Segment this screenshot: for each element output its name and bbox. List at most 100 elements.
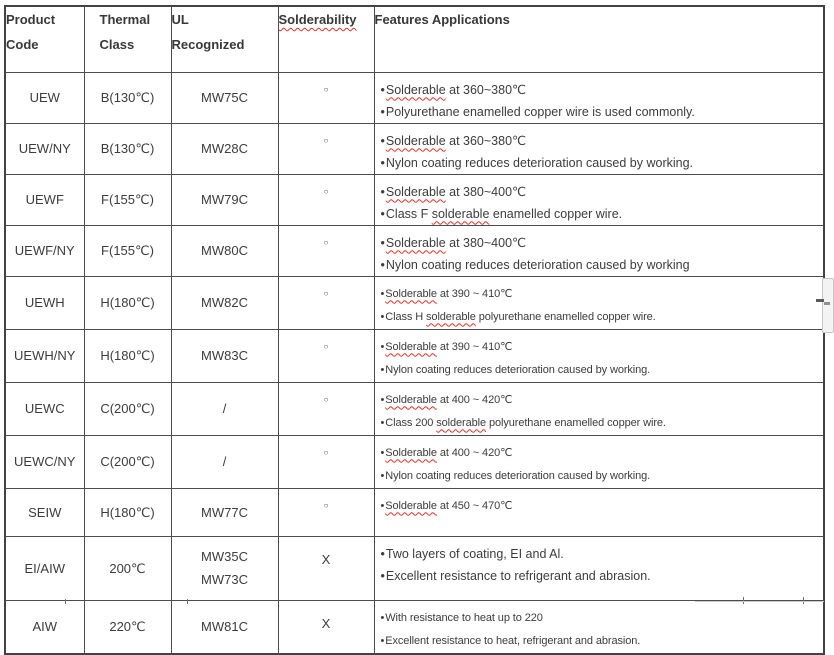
solderable-icon: ○ [323, 186, 329, 196]
cell-features: •Solderable at 360~380℃ •Polyurethane ena… [373, 71, 825, 124]
feature-line: •Excellent resistance to refrigerant and… [380, 568, 651, 583]
cell-thermal-class: C(200℃) [83, 434, 172, 489]
bullet-icon: • [380, 257, 385, 272]
bullet-icon: • [380, 310, 385, 323]
cell-solderability: X [277, 535, 375, 601]
column-header-4: Features Applications [373, 5, 825, 73]
bullet-icon: • [380, 499, 385, 512]
feature-line: •Solderable at 390 ~ 410℃ [380, 340, 513, 353]
bullet-icon: • [380, 546, 385, 561]
cell-solderability: ○ [277, 487, 375, 537]
cell-solderability: ○ [277, 434, 375, 489]
cell-features: •Solderable at 400 ~ 420℃ •Nylon coating … [373, 434, 825, 489]
cell-product-code: UEWF/NY [4, 224, 85, 277]
cell-features: •Solderable at 390 ~ 410℃ •Class H solder… [373, 275, 825, 330]
cell-ul-recognized: MW82C [170, 275, 279, 330]
table-row: UEWH H(180℃) MW82C ○ •Solderable at 390 ~ 41… [4, 275, 825, 330]
cell-product-code: UEWH [4, 275, 85, 330]
cell-solderability: ○ [277, 173, 375, 226]
bullet-icon: • [380, 82, 385, 97]
solderable-icon: ○ [323, 237, 329, 247]
cell-solderability: ○ [277, 328, 375, 383]
feature-line: •Polyurethane enamelled copper wire is u… [380, 104, 695, 119]
feature-line: •Solderable at 390 ~ 410℃ [380, 287, 513, 300]
feature-line: •Two layers of coating, EI and Al. [380, 546, 564, 561]
cell-features: •Solderable at 380~400℃ •Nylon coating re… [373, 224, 825, 277]
cell-features: •Solderable at 450 ~ 470℃ [373, 487, 825, 537]
column-header-0: Product Code [4, 5, 85, 73]
cell-ul-recognized: MW35C MW73C [170, 535, 279, 601]
scrollbar-grip-icon [824, 302, 830, 305]
bullet-icon: • [380, 287, 385, 300]
table-row: AIW 220℃ MW81C X •With resistance to heat up… [4, 599, 825, 654]
table-row: UEWC C(200℃) / ○ •Solderable at 400 ~ 420℃ •C… [4, 381, 825, 436]
cell-ul-recognized: MW81C [170, 599, 279, 654]
bullet-icon: • [380, 206, 385, 221]
table-row: UEW B(130℃) MW75C ○ •Solderable at 360~380℃ •… [4, 71, 825, 124]
cell-thermal-class: H(180℃) [83, 275, 172, 330]
header-row: Product Code Thermal Class UL Recognized Solde… [4, 5, 825, 73]
bullet-icon: • [380, 393, 385, 406]
feature-line: •Solderable at 380~400℃ [380, 184, 527, 199]
feature-line: •Solderable at 380~400℃ [380, 235, 527, 250]
cell-ul-recognized: MW83C [170, 328, 279, 383]
feature-line: •Nylon coating reduces deterioration cau… [380, 155, 694, 170]
partial-table-border [695, 601, 824, 602]
table-resize-tick [816, 299, 824, 302]
bullet-icon: • [380, 416, 385, 429]
column-header-3: Solderability [277, 5, 375, 73]
bullet-icon: • [380, 446, 385, 459]
bullet-icon: • [380, 363, 385, 376]
not-solderable-icon: X [321, 615, 331, 631]
cell-solderability: ○ [277, 381, 375, 436]
cell-features: •Solderable at 390 ~ 410℃ •Nylon coating … [373, 328, 825, 383]
cell-thermal-class: F(155℃) [83, 224, 172, 277]
cell-ul-recognized: / [170, 381, 279, 436]
cell-ul-recognized: / [170, 434, 279, 489]
solderable-icon: ○ [323, 500, 329, 510]
feature-line: •Solderable at 400 ~ 420℃ [380, 393, 513, 406]
bullet-icon: • [380, 133, 385, 148]
cell-product-code: SEIW [4, 487, 85, 537]
cell-ul-recognized: MW80C [170, 224, 279, 277]
partial-table-border [803, 597, 804, 604]
bullet-icon: • [380, 340, 385, 353]
cell-thermal-class: B(130℃) [83, 71, 172, 124]
feature-line: •With resistance to heat up to 220 [380, 611, 543, 624]
cell-product-code: UEW [4, 71, 85, 124]
cell-thermal-class: C(200℃) [83, 381, 172, 436]
cell-thermal-class: F(155℃) [83, 173, 172, 226]
solderable-icon: ○ [323, 288, 329, 298]
column-header-1: Thermal Class [83, 5, 172, 73]
feature-line: •Solderable at 450 ~ 470℃ [380, 499, 513, 512]
solderable-icon: ○ [323, 341, 329, 351]
cell-thermal-class: 200℃ [83, 535, 172, 601]
column-header-2: UL Recognized [170, 5, 279, 73]
partial-table-border [65, 599, 66, 604]
product-table: Product Code Thermal Class UL Recognized Solde… [4, 5, 825, 655]
bullet-icon: • [380, 568, 385, 583]
solderable-icon: ○ [323, 84, 329, 94]
feature-line: •Excellent resistance to heat, refrigera… [380, 634, 641, 647]
bullet-icon: • [380, 235, 385, 250]
table-body: UEW B(130℃) MW75C ○ •Solderable at 360~380℃ •… [4, 71, 825, 654]
cell-features: •With resistance to heat up to 220 •Excel… [373, 599, 825, 654]
feature-line: •Nylon coating reduces deterioration cau… [380, 363, 651, 376]
cell-features: •Two layers of coating, EI and Al. •Excel… [373, 535, 825, 601]
cell-product-code: AIW [4, 599, 85, 654]
cell-product-code: UEWH/NY [4, 328, 85, 383]
cell-solderability: X [277, 599, 375, 654]
solderable-icon: ○ [323, 394, 329, 404]
cell-product-code: UEWF [4, 173, 85, 226]
feature-line: •Nylon coating reduces deterioration cau… [380, 469, 651, 482]
cell-product-code: UEWC [4, 381, 85, 436]
feature-line: •Class F solderable enamelled copper wir… [380, 206, 623, 221]
bullet-icon: • [380, 611, 385, 624]
scrollbar-thumb[interactable] [822, 278, 834, 333]
cell-ul-recognized: MW75C [170, 71, 279, 124]
cell-product-code: UEW/NY [4, 122, 85, 175]
not-solderable-icon: X [321, 551, 331, 567]
cell-product-code: UEWC/NY [4, 434, 85, 489]
cell-ul-recognized: MW28C [170, 122, 279, 175]
feature-line: •Solderable at 360~380℃ [380, 82, 527, 97]
